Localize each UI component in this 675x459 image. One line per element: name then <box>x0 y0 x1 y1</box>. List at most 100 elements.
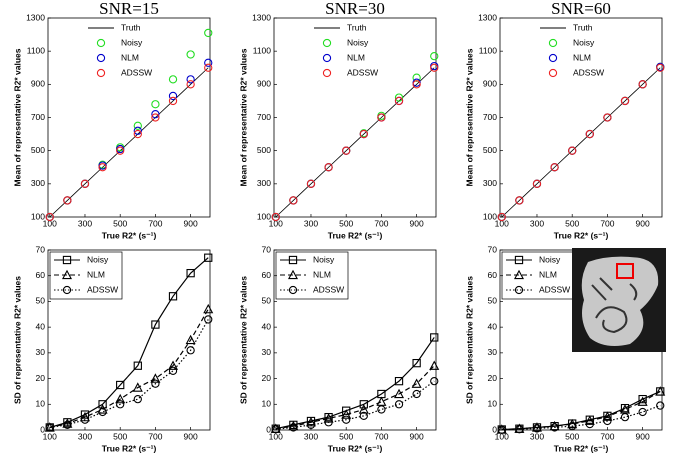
x-tick-label: 700 <box>148 218 162 228</box>
legend-label: ADSSW <box>87 284 118 294</box>
marker <box>638 394 647 404</box>
marker <box>203 303 214 314</box>
marker <box>411 378 422 388</box>
plot-area <box>273 249 437 431</box>
legend-label: Noisy <box>121 37 143 47</box>
y-tick-label: 0 <box>40 424 45 434</box>
marker <box>151 100 160 109</box>
marker <box>567 418 578 429</box>
marker <box>287 269 299 280</box>
marker <box>45 423 54 432</box>
x-tick-label: 500 <box>339 431 353 441</box>
marker <box>602 411 613 421</box>
marker <box>96 53 106 63</box>
marker <box>116 146 125 155</box>
marker <box>548 53 558 63</box>
x-tick-label: 700 <box>600 218 614 228</box>
marker <box>412 389 421 399</box>
y-tick-label: 1300 <box>26 12 45 22</box>
y-tick-label: 60 <box>36 270 46 280</box>
plot-area <box>499 17 663 218</box>
marker <box>532 179 542 188</box>
marker <box>62 255 72 265</box>
chart-title: SNR=30 <box>325 0 385 18</box>
legend-label: Truth <box>347 22 367 32</box>
marker <box>151 113 160 122</box>
plot-area <box>273 17 437 218</box>
marker <box>430 376 439 386</box>
marker <box>324 418 333 427</box>
marker <box>133 394 142 404</box>
marker <box>655 386 666 396</box>
y-tick-label: 700 <box>483 112 497 122</box>
y-tick-label: 50 <box>36 296 46 306</box>
y-tick-label: 1300 <box>478 12 497 22</box>
marker <box>656 401 665 410</box>
legend-label: NLM <box>87 269 105 279</box>
x-tick-label: 300 <box>78 218 92 228</box>
marker <box>497 212 506 222</box>
marker <box>531 422 542 432</box>
marker <box>429 360 440 370</box>
marker <box>62 418 73 428</box>
y-tick-label: 900 <box>257 79 271 89</box>
y-tick-label: 500 <box>31 145 45 155</box>
marker <box>394 388 405 399</box>
marker <box>548 38 558 48</box>
x-tick-label: 900 <box>636 218 650 228</box>
x-tick-label: 100 <box>495 431 509 441</box>
series-line <box>49 308 209 429</box>
marker <box>515 196 524 205</box>
y-tick-label: 10 <box>488 399 498 409</box>
marker <box>204 63 213 72</box>
y-tick-label: 100 <box>483 211 497 221</box>
x-tick-label: 300 <box>530 218 544 228</box>
x-axis-label: True R2* (s⁻¹) <box>102 230 157 240</box>
y-tick-label: 40 <box>262 321 272 331</box>
marker <box>150 373 161 383</box>
y-tick-label: 0 <box>492 424 497 434</box>
legend-label: Noisy <box>313 254 335 264</box>
marker <box>63 196 72 205</box>
y-axis-label: Mean of representative R2* values <box>12 48 22 186</box>
marker <box>637 396 648 406</box>
series-line <box>49 319 209 429</box>
y-tick-label: 900 <box>31 79 45 89</box>
y-tick-label: 1300 <box>252 12 271 22</box>
marker <box>288 285 298 295</box>
legend-label: ADSSW <box>347 67 378 77</box>
y-tick-label: 700 <box>31 112 45 122</box>
marker <box>80 179 90 188</box>
marker <box>359 129 368 139</box>
marker <box>412 73 421 82</box>
marker <box>515 425 524 434</box>
marker <box>289 196 298 205</box>
marker <box>151 379 160 388</box>
y-tick-label: 20 <box>488 373 498 383</box>
marker <box>204 28 213 38</box>
x-axis-label: True R2* (s⁻¹) <box>554 230 609 240</box>
marker <box>133 361 142 370</box>
marker <box>620 412 630 422</box>
marker <box>186 50 195 59</box>
y-axis-label: SD of representative R2* values <box>12 276 22 404</box>
marker <box>497 425 506 434</box>
y-tick-label: 100 <box>31 211 45 221</box>
y-tick-label: 50 <box>262 296 272 306</box>
marker <box>394 400 404 409</box>
x-axis-label: True R2* (s⁻¹) <box>554 443 609 453</box>
legend-label: Noisy <box>539 254 561 264</box>
x-axis-label: True R2* (s⁻¹) <box>328 443 383 453</box>
legend-label: ADSSW <box>313 284 344 294</box>
marker <box>186 268 195 278</box>
marker <box>186 80 195 89</box>
x-axis-label: True R2* (s⁻¹) <box>328 230 383 240</box>
y-tick-label: 60 <box>488 270 498 280</box>
marker <box>568 421 577 431</box>
marker <box>96 68 106 78</box>
series-line <box>275 337 435 430</box>
marker <box>394 376 404 386</box>
marker <box>359 411 368 421</box>
marker <box>412 358 421 368</box>
marker <box>62 285 72 295</box>
